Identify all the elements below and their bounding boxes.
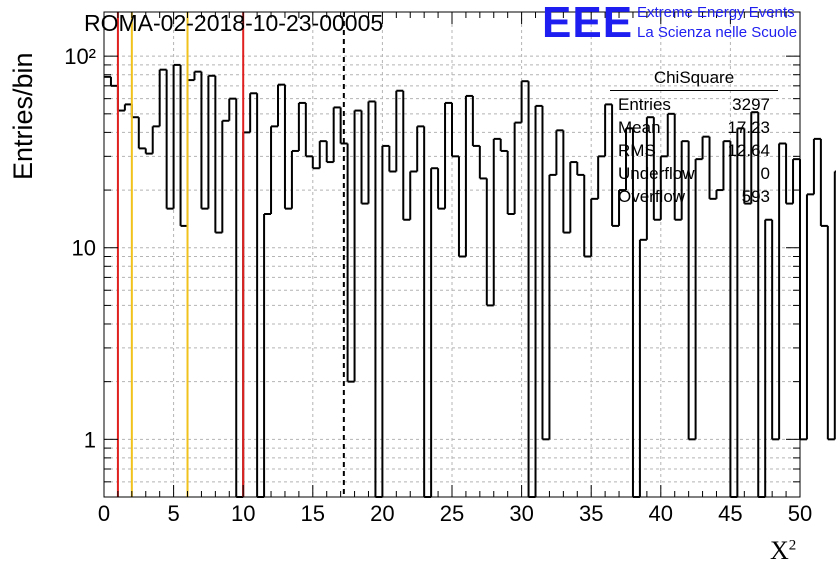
stats-label: Underflow: [618, 164, 695, 183]
marker-lines: [116, 12, 345, 497]
x-tick-label: 50: [788, 501, 812, 526]
y-axis-label: Entries/bin: [8, 52, 38, 180]
y-tick-label: 10: [72, 236, 96, 261]
x-tick-label: 20: [370, 501, 394, 526]
stats-row-entries: Entries 3297: [610, 93, 778, 116]
brand-line-1: Extreme Energy Events: [637, 4, 795, 21]
y-tick-label: 10²: [64, 44, 96, 69]
x-tick-label: 25: [440, 501, 464, 526]
stats-box: ChiSquare Entries 3297 Mean 17.23 RMS 12.64…: [610, 68, 778, 208]
histogram-series: [104, 63, 836, 498]
stats-value: 0: [760, 164, 770, 183]
stats-value: 3297: [732, 95, 770, 114]
brand-line-2: La Scienza nelle Scuole: [637, 24, 798, 41]
stats-label: Entries: [618, 95, 671, 114]
x-tick-label: 40: [649, 501, 673, 526]
x-axis-label: X2: [770, 536, 797, 565]
axes: 0 5 10 15 20 25 30 35 40 45 50 1 10 10²: [64, 11, 812, 526]
x-tick-label: 35: [579, 501, 603, 526]
stats-label: RMS: [618, 141, 656, 160]
x-tick-label: 15: [301, 501, 325, 526]
stats-title: ChiSquare: [610, 68, 778, 91]
stats-row-underflow: Underflow 0: [610, 162, 778, 185]
stats-value: 17.23: [727, 118, 770, 137]
y-tick-label: 1: [84, 427, 96, 452]
brand-logo: EEE: [542, 0, 634, 47]
x-tick-label: 0: [98, 501, 110, 526]
x-tick-label: 5: [167, 501, 179, 526]
x-tick-label: 10: [231, 501, 255, 526]
stats-row-overflow: Overflow 593: [610, 185, 778, 208]
stats-label: Mean: [618, 118, 661, 137]
stats-label: Overflow: [618, 187, 686, 206]
x-tick-label: 30: [509, 501, 533, 526]
stats-value: 12.64: [727, 141, 770, 160]
stats-row-rms: RMS 12.64: [610, 139, 778, 162]
chart-title: ROMA-02-2018-10-23-00005: [84, 10, 384, 36]
x-tick-label: 45: [718, 501, 742, 526]
stats-row-mean: Mean 17.23: [610, 116, 778, 139]
stats-value: 593: [741, 187, 770, 206]
